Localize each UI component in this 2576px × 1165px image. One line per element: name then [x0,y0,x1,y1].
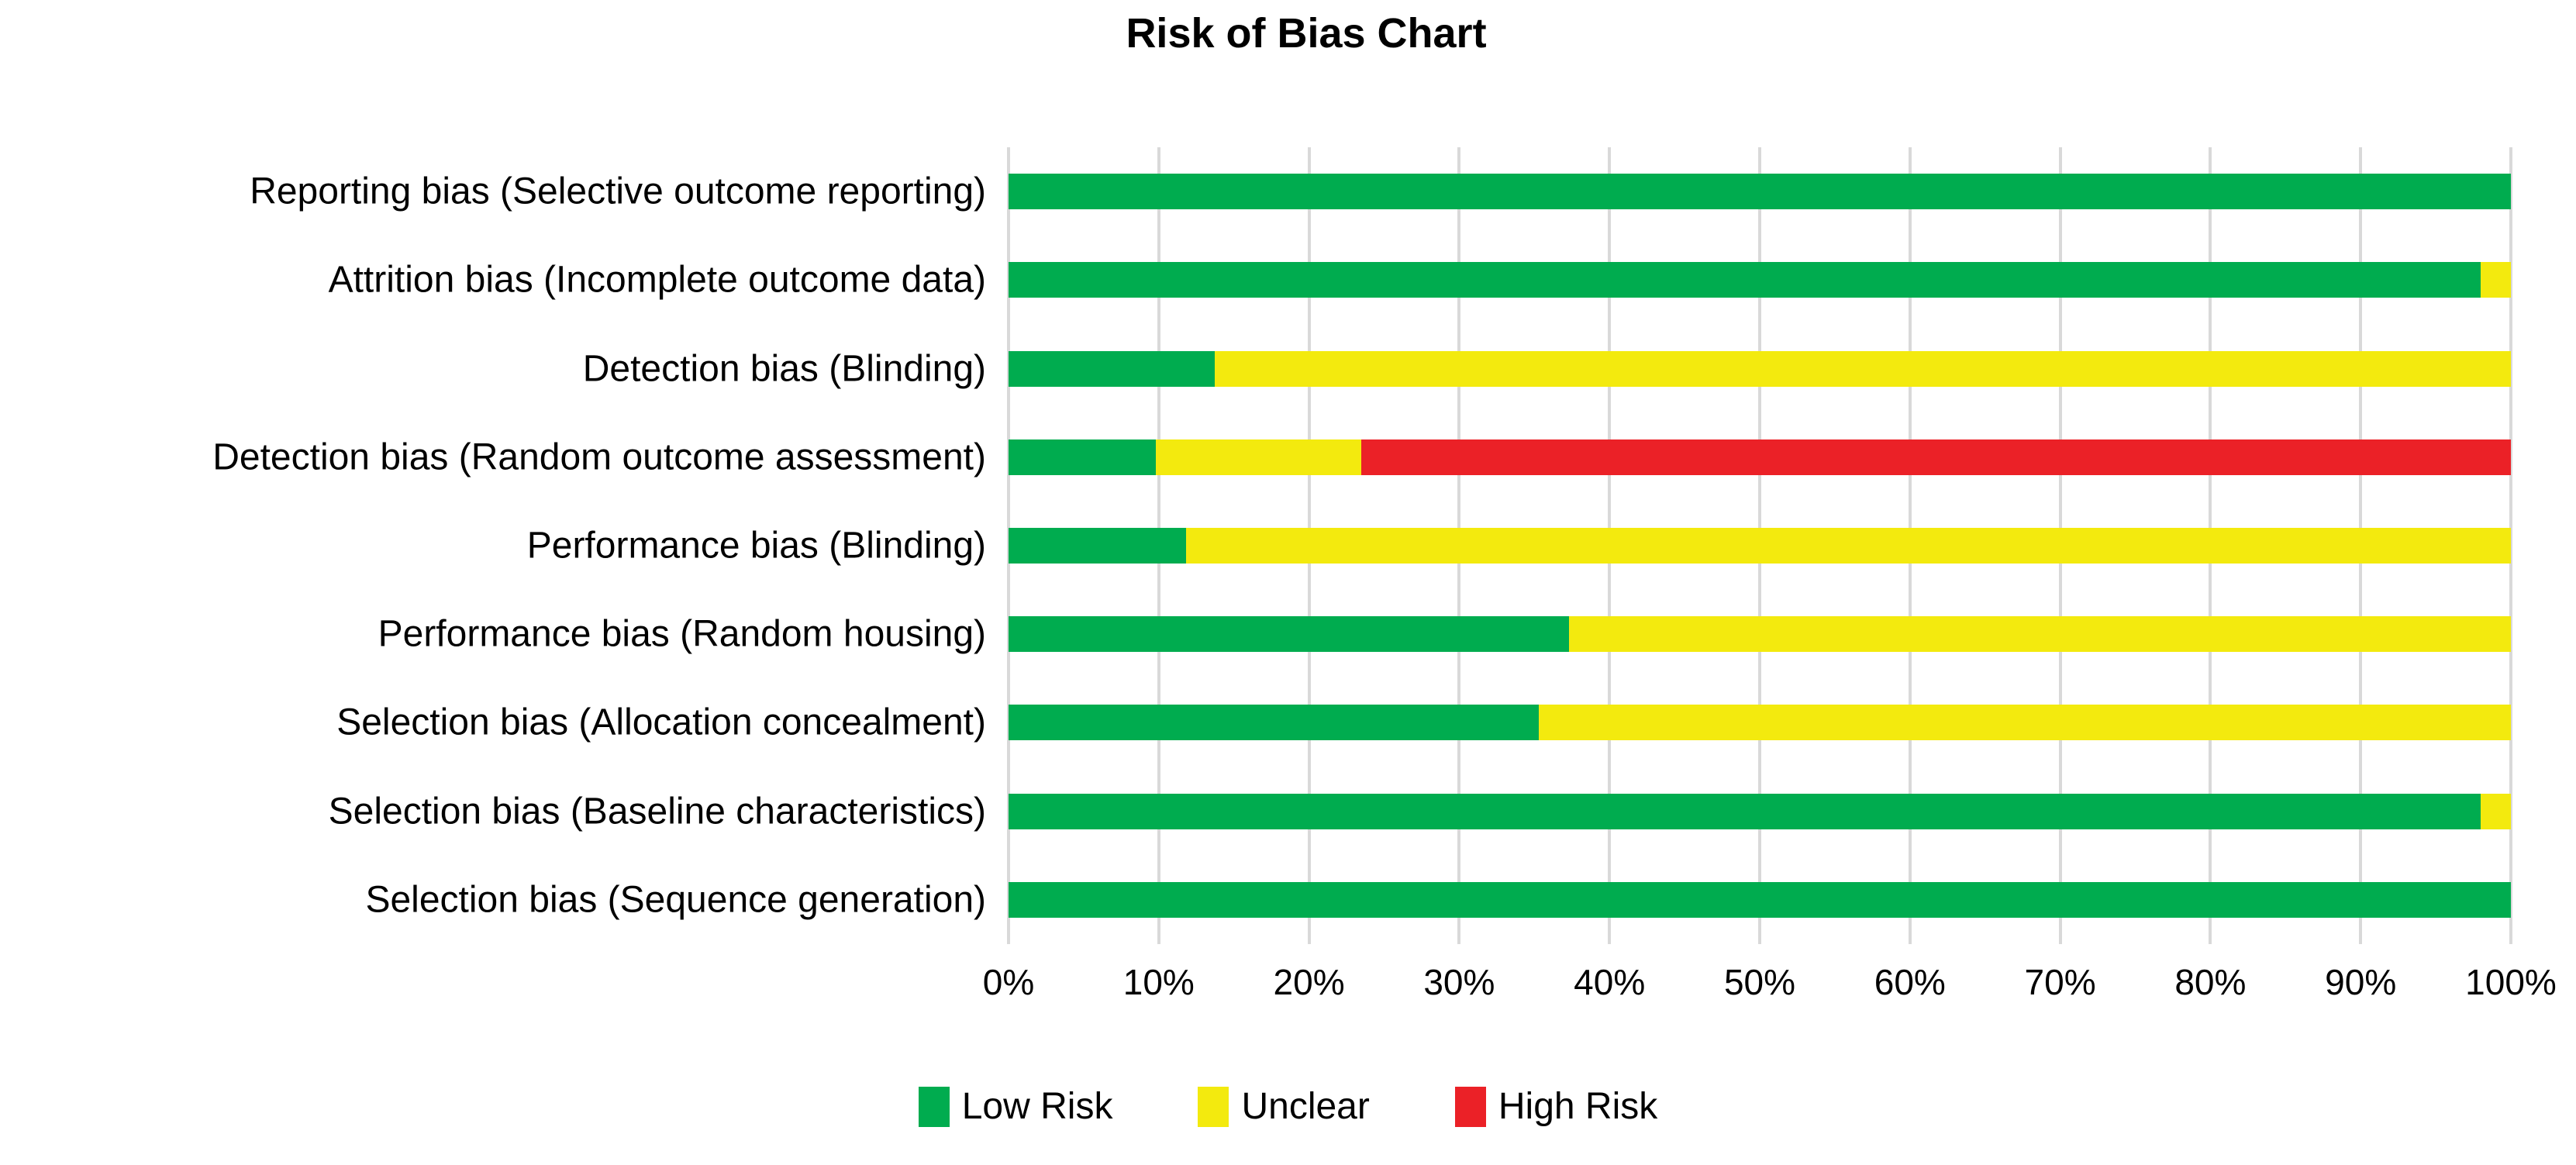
x-tick-label: 30% [1423,962,1495,1002]
category-label: Reporting bias (Selective outcome report… [250,171,986,212]
x-tick-label: 90% [2325,962,2397,1002]
legend-label: Unclear [1241,1086,1370,1127]
bar-segment-unclear [1185,528,2511,564]
x-tick-label: 70% [2024,962,2096,1002]
bar-segment-low-risk [1009,350,1215,387]
legend-item-high-risk: High Risk [1454,1085,1658,1128]
category-label: Detection bias (Blinding) [582,348,986,390]
legend-label: High Risk [1498,1086,1658,1127]
bar-segment-low-risk [1009,881,2511,918]
bar-segment-low-risk [1009,262,2481,298]
legend-swatch [1198,1086,1229,1127]
x-tick-label: 10% [1122,962,1195,1002]
category-label: Detection bias (Random outcome assessmen… [212,436,986,478]
x-tick-label: 20% [1273,962,1345,1002]
x-tick-label: 60% [1874,962,1946,1002]
bar-row [1009,705,2511,741]
legend: Low Risk Unclear High Risk [0,1085,2576,1128]
bar-segment-unclear [2481,262,2511,298]
bar-segment-low-risk [1009,793,2481,829]
bar-row [1009,262,2511,298]
bar-segment-unclear [1214,350,2511,387]
bar-segment-low-risk [1009,616,1569,653]
category-label: Performance bias (Blinding) [526,525,986,567]
bar-row [1009,616,2511,653]
category-label: Selection bias (Allocation concealment) [336,701,986,743]
category-label: Performance bias (Random housing) [378,613,986,655]
bar-segment-low-risk [1009,705,1540,741]
bar-segment-low-risk [1009,174,2511,210]
bar-row [1009,881,2511,918]
gridline [2509,147,2512,944]
bar-segment-unclear [1155,439,1362,475]
x-tick-label: 40% [1574,962,1646,1002]
x-tick-label: 50% [1723,962,1796,1002]
legend-item-low-risk: Low Risk [918,1085,1113,1128]
bar-segment-unclear [2481,793,2511,829]
category-label: Selection bias (Sequence generation) [365,879,986,921]
bar-segment-low-risk [1009,528,1186,564]
bar-segment-low-risk [1009,439,1156,475]
bar-segment-unclear [1539,705,2511,741]
bar-segment-high-risk [1361,439,2511,475]
bar-row [1009,439,2511,475]
chart-title: Risk of Bias Chart [1126,10,1487,57]
legend-item-unclear: Unclear [1198,1085,1370,1128]
category-label: Selection bias (Baseline characteristics… [328,791,986,832]
bar-row [1009,350,2511,387]
bar-row [1009,793,2511,829]
plot-area [1007,147,2512,944]
legend-label: Low Risk [961,1086,1113,1127]
category-label: Attrition bias (Incomplete outcome data) [328,259,986,301]
bar-row [1009,528,2511,564]
x-tick-label: 0% [982,962,1035,1002]
x-tick-label: 100% [2465,962,2557,1002]
x-tick-label: 80% [2174,962,2247,1002]
legend-swatch [1454,1086,1486,1127]
legend-swatch [918,1086,950,1127]
bar-row [1009,174,2511,210]
bar-segment-unclear [1568,616,2511,653]
